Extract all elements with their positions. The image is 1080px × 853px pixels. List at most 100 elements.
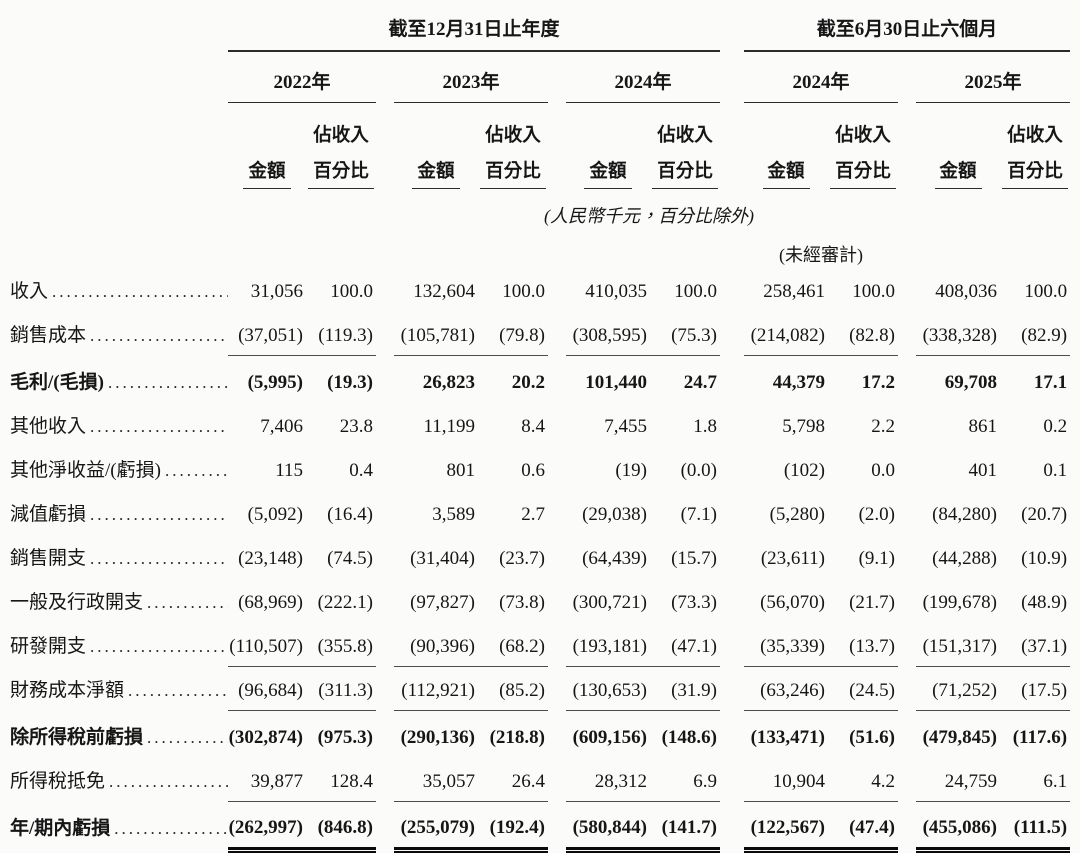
column-spacer: [898, 402, 916, 446]
value-cell: 26,823: [422, 372, 475, 393]
row-label-wrap: 其他收入: [10, 411, 228, 438]
column-spacer: [376, 666, 394, 710]
header-spacer: [916, 103, 1000, 148]
value-cell: 861: [968, 416, 998, 437]
value-cell: (82.9): [1000, 311, 1071, 356]
group-spacer: [720, 446, 744, 490]
row-label-text: 銷售開支: [10, 548, 87, 569]
header-spacer: [10, 230, 744, 267]
value-cell: (2.0): [858, 504, 896, 525]
leader-dots: [143, 593, 228, 613]
row-label-text: 財務成本淨額: [10, 680, 125, 701]
row-label-text: 毛利/(毛損): [10, 372, 104, 393]
value-cell: 17.2: [861, 372, 896, 393]
table-row: 一般及行政開支 (68,969) (222.1) (97,827) (73.8) (300…: [10, 578, 1070, 622]
column-spacer: [548, 267, 566, 311]
leader-dots: [143, 728, 228, 748]
group-spacer: [720, 402, 744, 446]
value-cell: (71,252): [916, 666, 1001, 711]
column-spacer: [548, 311, 566, 355]
value-cell: 1.8: [693, 416, 718, 437]
value-cell: (5,995): [247, 372, 303, 393]
value-cell: (141.7): [650, 801, 721, 852]
leader-dots: [86, 417, 228, 437]
row-label-wrap: 年/期內虧損: [10, 813, 228, 840]
amount-header: 金額: [566, 147, 650, 189]
column-spacer: [376, 801, 394, 848]
column-spacer: [898, 147, 916, 189]
row-label-text: 一般及行政開支: [10, 592, 144, 613]
value-cell: (580,844): [566, 801, 650, 852]
value-cell: (31,404): [410, 548, 475, 569]
percentage-header: 百分比: [306, 147, 376, 189]
value-cell: 8.4: [521, 416, 545, 437]
value-cell: 20.2: [511, 372, 545, 393]
value-cell: (455,086): [916, 801, 1001, 852]
value-cell: (68.2): [478, 622, 548, 667]
value-cell: (609,156): [572, 727, 647, 748]
group-spacer: [720, 51, 744, 103]
column-spacer: [898, 103, 916, 148]
amount-header-label: 金額: [412, 157, 460, 189]
pct-of-revenue-header: 佔收入: [835, 126, 891, 146]
value-cell: 5,798: [782, 416, 826, 437]
pct-of-revenue-header: 佔收入: [485, 126, 541, 146]
column-spacer: [548, 147, 566, 189]
header-spacer: [394, 103, 478, 148]
value-cell: (148.6): [661, 727, 718, 748]
percentage-header-label: 百分比: [480, 157, 546, 189]
column-spacer: [898, 267, 916, 311]
group-spacer: [720, 757, 744, 801]
unaudited-note: (未經審計): [779, 245, 864, 265]
value-cell: 0.6: [521, 460, 545, 481]
value-cell: (23,148): [238, 548, 303, 569]
value-cell: (29,038): [582, 504, 647, 525]
value-cell: 132,604: [413, 281, 475, 302]
leader-dots: [86, 637, 228, 657]
value-cell: 408,036: [935, 281, 998, 302]
value-cell: (68,969): [238, 592, 303, 613]
value-cell: (290,136): [400, 727, 475, 748]
value-cell: (105,781): [394, 311, 478, 356]
row-label: 研發開支: [10, 622, 228, 666]
financial-statement-page: 截至12月31日止年度 截至6月30日止六個月 2022年 2023年 2024…: [0, 0, 1080, 829]
value-cell: 11,199: [423, 416, 475, 437]
header-spacer: [10, 147, 228, 189]
value-cell: (112,921): [394, 666, 478, 711]
header-spacer: [744, 103, 828, 148]
percentage-header-label: 百分比: [1002, 157, 1068, 189]
value-cell: (5,280): [769, 504, 826, 525]
unaudited-note-row: (未經審計): [10, 230, 1070, 267]
column-spacer: [376, 147, 394, 189]
leader-dots: [86, 505, 228, 525]
year-header-2023: 2023年: [394, 51, 548, 103]
currency-unit-note: (人民幣千元，百分比除外): [544, 206, 755, 226]
group-spacer: [720, 666, 744, 710]
header-spacer: [228, 103, 306, 148]
row-label-wrap: 其他淨收益/(虧損): [10, 455, 228, 482]
value-cell: (222.1): [317, 592, 373, 613]
value-cell: 0.4: [349, 460, 373, 481]
column-spacer: [548, 622, 566, 666]
table-row: 其他淨收益/(虧損) 115 0.4 801 0.6 (19) (0.0) (102) 0.0 4…: [10, 446, 1070, 490]
leader-dots: [48, 282, 228, 302]
subheader-bottom-row: 金額 百分比 金額 百分比 金額 百分比 金額 百分比 金額 百分比: [10, 147, 1070, 189]
row-label-text: 除所得稅前虧損: [10, 727, 144, 748]
row-label: 銷售成本: [10, 311, 228, 355]
value-cell: (338,328): [916, 311, 1001, 356]
row-label: 財務成本淨額: [10, 666, 228, 710]
percentage-header-label: 百分比: [652, 157, 718, 189]
value-cell: (73.8): [499, 592, 545, 613]
row-label-wrap: 一般及行政開支: [10, 587, 228, 614]
value-cell: (37.1): [1000, 622, 1071, 667]
period-header-annual: 截至12月31日止年度: [228, 6, 721, 52]
value-cell: (19): [615, 460, 647, 481]
amount-header-label: 金額: [584, 157, 632, 189]
value-cell: (7.1): [680, 504, 718, 525]
column-spacer: [898, 801, 916, 848]
row-label-wrap: 財務成本淨額: [10, 675, 228, 702]
value-cell: (300,721): [572, 592, 647, 613]
row-label-wrap: 毛利/(毛損): [10, 367, 228, 394]
value-cell: (846.8): [306, 801, 376, 852]
row-label: 一般及行政開支: [10, 578, 228, 622]
